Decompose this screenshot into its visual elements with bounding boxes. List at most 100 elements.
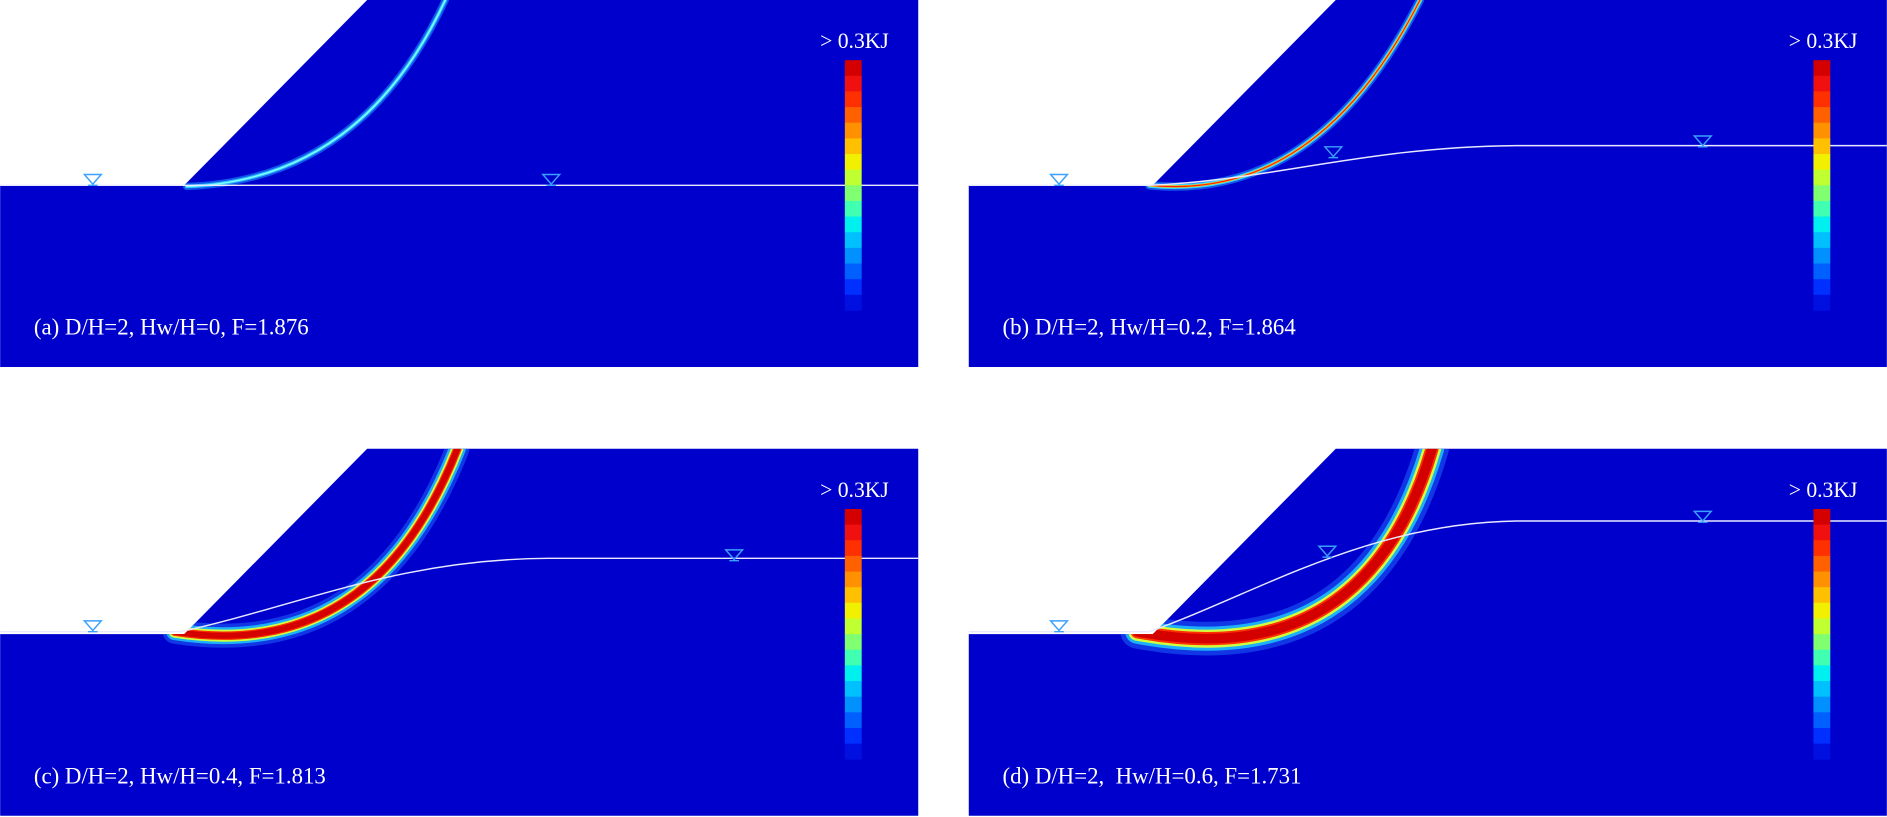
colorbar-band — [1813, 60, 1831, 77]
colorbar-band — [844, 122, 862, 139]
colorbar-band — [1813, 107, 1831, 124]
water-table — [968, 144, 1887, 187]
colorbar-band — [844, 169, 862, 186]
colorbar-band — [1813, 169, 1831, 186]
colorbar-label: > 0.3KJ — [1789, 29, 1858, 53]
colorbar-band — [844, 555, 862, 572]
colorbar-band — [1813, 185, 1831, 202]
colorbar-band — [1813, 540, 1831, 557]
colorbar-band — [844, 681, 862, 698]
colorbar-band — [1813, 138, 1831, 155]
colorbar-band — [1813, 279, 1831, 296]
colorbar-band — [1813, 696, 1831, 713]
colorbar-band — [844, 294, 862, 311]
colorbar-band — [844, 107, 862, 124]
colorbar-band — [844, 649, 862, 666]
soil-domain — [968, 448, 1887, 816]
colorbar-band — [844, 743, 862, 760]
soil-domain — [0, 448, 919, 816]
colorbar-band — [844, 154, 862, 171]
colorbar-band — [1813, 712, 1831, 729]
slip-surface — [185, 0, 447, 188]
slip-zone — [162, 448, 470, 648]
colorbar-band — [1813, 524, 1831, 541]
colorbar-label: > 0.3KJ — [820, 29, 889, 53]
colorbar-band — [844, 185, 862, 202]
colorbar-band — [844, 712, 862, 729]
colorbar-band — [844, 524, 862, 541]
panel: > 0.3KJ (a) D/H=2, Hw/H=0, F=1.876 — [0, 0, 919, 367]
colorbar-label: > 0.3KJ — [1789, 478, 1858, 502]
colorbar-band — [1813, 122, 1831, 139]
colorbar-band — [1813, 555, 1831, 572]
colorbar-band — [844, 727, 862, 744]
water-level-marker — [1317, 545, 1338, 558]
colorbar-band — [844, 618, 862, 635]
panel-label: (b) D/H=2, Hw/H=0.2, F=1.864 — [1002, 315, 1296, 340]
water-level-marker — [541, 173, 562, 187]
slip-zone — [183, 0, 449, 191]
colorbar-band — [844, 263, 862, 280]
colorbar-band — [1813, 587, 1831, 604]
colorbar-band — [1813, 232, 1831, 249]
colorbar-band — [1813, 200, 1831, 217]
colorbar-band — [844, 247, 862, 264]
colorbar-band — [844, 60, 862, 77]
water-level-marker — [1323, 146, 1344, 159]
colorbar-band — [1813, 91, 1831, 108]
soil-domain — [968, 0, 1887, 367]
colorbar-band — [844, 508, 862, 525]
colorbar-band — [1813, 247, 1831, 264]
water-level-marker — [1692, 510, 1713, 523]
water-level-marker — [82, 173, 103, 187]
panel: > 0.3KJ (d) D/H=2, Hw/H=0.6, F=1.731 — [968, 448, 1887, 816]
colorbar-band — [844, 138, 862, 155]
colorbar-label: > 0.3KJ — [820, 478, 889, 502]
colorbar-band — [1813, 727, 1831, 744]
panel: > 0.3KJ (c) D/H=2, Hw/H=0.4, F=1.813 — [0, 448, 919, 816]
colorbar-band — [1813, 649, 1831, 666]
colorbar-band — [844, 75, 862, 92]
colorbar-band — [844, 91, 862, 108]
colorbar-band — [844, 279, 862, 296]
panel: > 0.3KJ (b) D/H=2, Hw/H=0.2, F=1.864 — [968, 0, 1887, 367]
colorbar-band — [844, 571, 862, 588]
water-level-marker — [82, 620, 103, 633]
colorbar-band — [1813, 634, 1831, 651]
water-level-marker — [1048, 620, 1070, 633]
slip-zone — [1120, 448, 1449, 656]
colorbar-band — [1813, 508, 1831, 525]
colorbar-band — [844, 587, 862, 604]
slip-zone — [1145, 0, 1425, 191]
colorbar-band — [1813, 154, 1831, 171]
colorbar-band — [844, 232, 862, 249]
slip-surface — [1132, 448, 1437, 644]
colorbar-band — [844, 216, 862, 233]
colorbar-band — [844, 696, 862, 713]
colorbar-band — [844, 665, 862, 682]
colorbar-band — [1813, 294, 1831, 311]
water-level-marker — [1692, 135, 1713, 148]
colorbar-band — [1813, 618, 1831, 635]
colorbar-band — [1813, 681, 1831, 698]
colorbar-band — [1813, 665, 1831, 682]
slip-surface — [171, 448, 461, 639]
colorbar-band — [1813, 216, 1831, 233]
panel-label: (d) D/H=2, Hw/H=0.6, F=1.731 — [1002, 763, 1301, 788]
colorbar-band — [844, 200, 862, 217]
colorbar-band — [844, 634, 862, 651]
colorbar-band — [1813, 75, 1831, 92]
colorbar-band — [844, 540, 862, 557]
water-level-marker — [724, 549, 745, 562]
colorbar-band — [1813, 263, 1831, 280]
colorbar-band — [1813, 743, 1831, 760]
water-table — [0, 557, 919, 633]
panel-label: (a) D/H=2, Hw/H=0, F=1.876 — [34, 315, 309, 340]
panel-label: (c) D/H=2, Hw/H=0.4, F=1.813 — [34, 763, 326, 788]
water-table — [968, 520, 1887, 633]
water-level-marker — [1048, 173, 1070, 187]
slip-surface — [1148, 0, 1421, 188]
colorbar-band — [1813, 571, 1831, 588]
soil-domain — [0, 0, 919, 367]
